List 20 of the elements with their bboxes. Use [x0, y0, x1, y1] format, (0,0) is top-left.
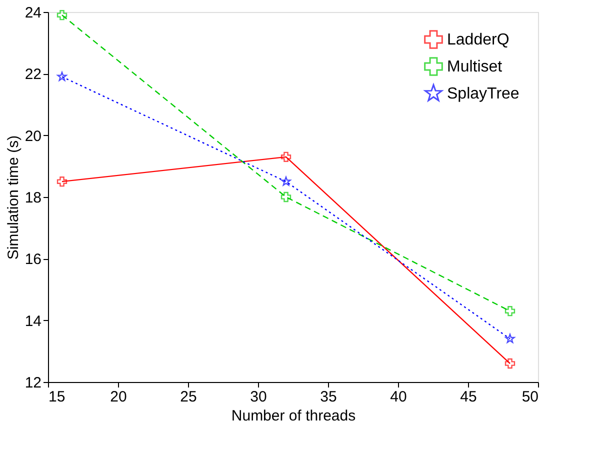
y-tick-label: 22 [24, 66, 42, 84]
y-axis-title: Simulation time (s) [4, 135, 22, 260]
y-tick-label: 16 [24, 251, 42, 268]
legend-label: Multiset [447, 58, 503, 76]
x-tick-label: 25 [180, 388, 197, 406]
legend-label: SplayTree [447, 86, 520, 102]
y-tick-label: 24 [24, 4, 42, 22]
y-tick-label: 14 [24, 312, 42, 330]
y-tick-label: 20 [24, 128, 42, 145]
x-tick-label: 15 [48, 388, 66, 406]
x-axis-title: Number of threads [231, 408, 356, 424]
y-tick-label: 12 [24, 374, 42, 392]
x-tick-label: 45 [460, 388, 477, 406]
x-tick-label: 40 [390, 388, 407, 406]
legend-label: LadderQ [447, 32, 510, 48]
x-tick-label: 20 [110, 388, 127, 406]
x-tick-label: 30 [250, 388, 267, 406]
x-tick-label: 35 [320, 388, 337, 406]
y-tick-label: 18 [24, 190, 42, 206]
x-tick-label: 50 [522, 388, 538, 406]
